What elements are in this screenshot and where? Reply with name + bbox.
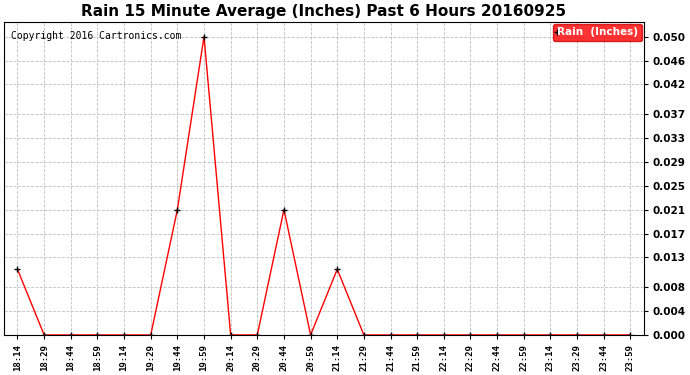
- Legend: Rain  (Inches): Rain (Inches): [553, 24, 642, 41]
- Title: Rain 15 Minute Average (Inches) Past 6 Hours 20160925: Rain 15 Minute Average (Inches) Past 6 H…: [81, 4, 566, 19]
- Text: Copyright 2016 Cartronics.com: Copyright 2016 Cartronics.com: [10, 31, 181, 41]
